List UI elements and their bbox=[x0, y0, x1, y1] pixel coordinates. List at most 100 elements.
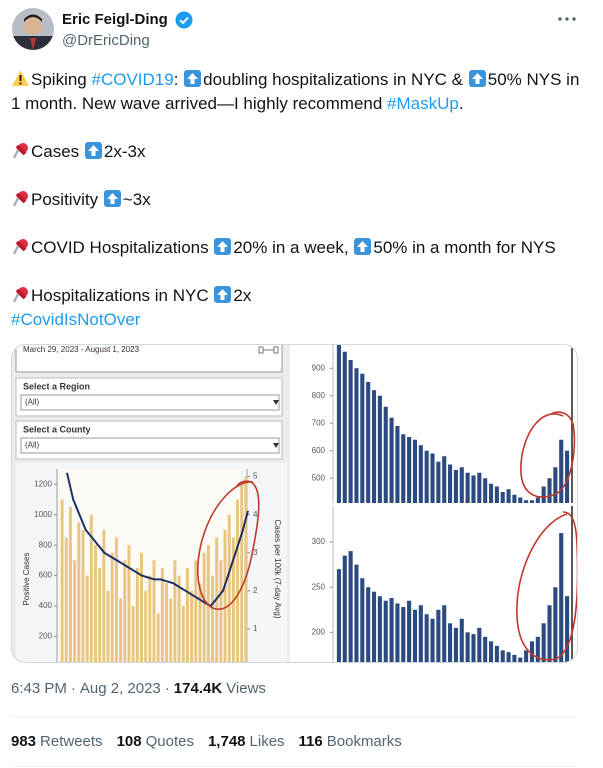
emoji-up bbox=[84, 142, 102, 159]
bar bbox=[227, 514, 231, 663]
avatar[interactable] bbox=[12, 8, 54, 50]
bar bbox=[424, 614, 429, 663]
emoji-pin bbox=[13, 191, 28, 207]
line bbox=[66, 472, 249, 608]
stat[interactable]: 1,748 Likes bbox=[208, 733, 285, 750]
emoji-pin bbox=[13, 287, 28, 303]
bar bbox=[547, 478, 552, 503]
hashtag[interactable]: #CovidIsNotOver bbox=[11, 310, 141, 329]
dropdown-arrow bbox=[273, 443, 279, 448]
text: ~3x bbox=[122, 190, 151, 209]
y-tick-label: 200 bbox=[312, 627, 326, 636]
more-menu[interactable] bbox=[556, 12, 578, 26]
panel-gap bbox=[297, 503, 578, 506]
text: . bbox=[458, 94, 464, 113]
text-line: #CovidIsNotOver bbox=[11, 308, 591, 332]
text: Cases bbox=[31, 142, 84, 161]
author-name[interactable]: Eric Feigl-Ding bbox=[62, 11, 168, 28]
bar bbox=[500, 491, 505, 503]
bar bbox=[131, 606, 135, 663]
stat-count: 108 bbox=[116, 733, 142, 750]
bar bbox=[140, 552, 143, 663]
bar bbox=[535, 636, 540, 663]
bar bbox=[336, 344, 341, 503]
bar bbox=[407, 436, 412, 503]
bar bbox=[442, 456, 447, 503]
bar bbox=[518, 497, 523, 503]
text: COVID Hospitalizations bbox=[31, 238, 214, 257]
stat[interactable]: 983 Retweets bbox=[11, 733, 103, 750]
y-tick-label: 700 bbox=[312, 418, 326, 427]
stat[interactable]: 116 Bookmarks bbox=[299, 733, 402, 750]
bar bbox=[488, 483, 494, 503]
emoji-up bbox=[354, 238, 372, 255]
stat[interactable]: 108 Quotes bbox=[117, 733, 194, 750]
bar bbox=[483, 636, 488, 663]
text: 2x-3x bbox=[103, 142, 146, 161]
emoji-up bbox=[214, 286, 232, 303]
dropdown-arrow bbox=[273, 400, 279, 405]
emoji-pin bbox=[13, 239, 28, 255]
bar bbox=[512, 654, 517, 663]
bar bbox=[219, 560, 223, 663]
bar bbox=[89, 514, 93, 663]
bar bbox=[389, 417, 394, 503]
views-count: 174.4K bbox=[173, 680, 223, 697]
separator: · bbox=[70, 680, 76, 697]
paragraph: Spiking #COVID19: doubling hospitalizati… bbox=[11, 68, 591, 116]
bar bbox=[354, 368, 359, 503]
text: 2x bbox=[233, 286, 252, 305]
emoji-up bbox=[468, 70, 486, 87]
paragraph: Positivity ~3x bbox=[11, 188, 591, 212]
stat-label: Likes bbox=[249, 733, 285, 750]
bar bbox=[547, 605, 552, 663]
bar bbox=[412, 609, 418, 663]
hashtag[interactable]: #COVID19 bbox=[91, 70, 174, 89]
y-tick-label: 400 bbox=[39, 601, 53, 610]
bar bbox=[371, 390, 377, 503]
author-handle[interactable]: @DrEricDing bbox=[62, 32, 150, 49]
bar bbox=[465, 472, 470, 503]
bar bbox=[77, 522, 81, 663]
bar bbox=[348, 359, 353, 503]
bar bbox=[442, 605, 447, 663]
bar bbox=[148, 575, 152, 663]
media-border bbox=[11, 344, 578, 663]
text-line: Cases 2x-3x bbox=[11, 140, 591, 164]
red-circle bbox=[197, 480, 260, 610]
bar bbox=[198, 583, 202, 663]
divider bbox=[11, 716, 577, 717]
paragraph: Cases 2x-3x bbox=[11, 140, 591, 164]
tweet-text: Spiking #COVID19: doubling hospitalizati… bbox=[11, 68, 591, 356]
bar bbox=[354, 564, 359, 663]
bar bbox=[173, 560, 177, 663]
hashtag[interactable]: #MaskUp bbox=[387, 94, 459, 113]
text: Hospitalizations in NYC bbox=[31, 286, 214, 305]
filter-label: Select a Region bbox=[23, 381, 90, 391]
bar bbox=[98, 568, 102, 663]
bar bbox=[181, 606, 185, 663]
date[interactable]: Aug 2, 2023 bbox=[79, 680, 161, 697]
bar bbox=[407, 600, 412, 663]
bar bbox=[135, 568, 139, 663]
bar bbox=[244, 476, 248, 663]
bar bbox=[401, 434, 406, 503]
filter-value: (All) bbox=[25, 441, 40, 450]
bar bbox=[559, 439, 564, 503]
media[interactable]: March 29, 2023 - August 1, 2023 Select a … bbox=[11, 344, 578, 663]
bar bbox=[453, 627, 458, 663]
bar bbox=[524, 500, 529, 503]
bar bbox=[165, 583, 168, 663]
paragraph: Hospitalizations in NYC 2x #CovidIsNotOve… bbox=[11, 284, 591, 332]
y-tick-label: 300 bbox=[312, 537, 326, 546]
bar bbox=[160, 568, 164, 663]
time[interactable]: 6:43 PM bbox=[11, 680, 67, 697]
bar bbox=[424, 450, 429, 503]
bar bbox=[395, 603, 400, 663]
red-circle bbox=[520, 411, 576, 498]
bar bbox=[565, 596, 570, 663]
bar bbox=[412, 439, 418, 503]
y2-tick-label: 2 bbox=[253, 586, 258, 595]
bar bbox=[401, 607, 406, 663]
bar bbox=[68, 507, 72, 663]
